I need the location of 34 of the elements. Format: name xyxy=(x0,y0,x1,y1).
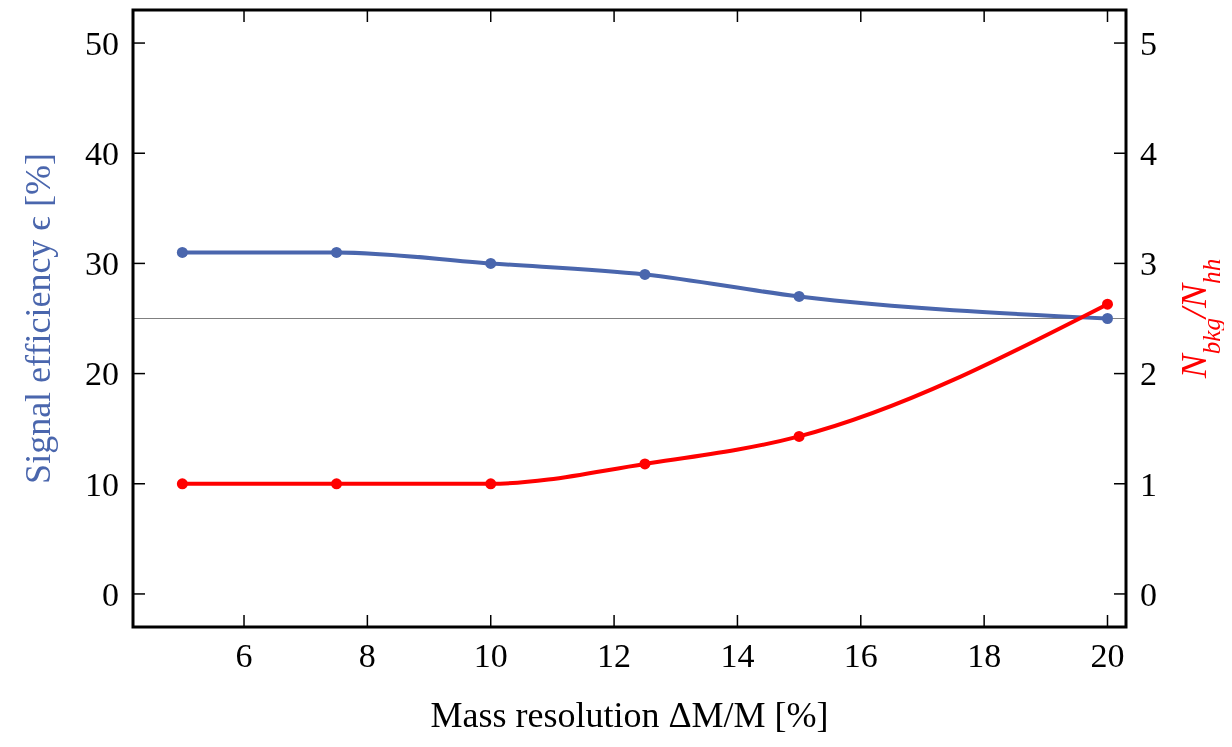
point xyxy=(485,478,497,490)
y2-tick-label: 0 xyxy=(1140,575,1157,613)
point xyxy=(793,290,805,302)
x-tick-label: 6 xyxy=(235,637,253,674)
y2-tick-label: 2 xyxy=(1140,355,1157,393)
x-tick-label: 20 xyxy=(1090,637,1125,674)
point xyxy=(331,478,343,490)
point xyxy=(1102,298,1113,310)
y2-tick-label: 4 xyxy=(1140,135,1157,173)
y2-tick-label: 1 xyxy=(1140,465,1157,503)
y-tick-label: 30 xyxy=(85,245,119,283)
x-tick-label: 10 xyxy=(473,637,508,674)
y2-tick-label: 5 xyxy=(1140,24,1157,62)
point xyxy=(1102,313,1113,324)
point xyxy=(639,268,651,280)
point xyxy=(485,257,497,269)
point xyxy=(793,430,805,442)
y-tick-label: 40 xyxy=(85,135,119,173)
y-tick-label: 20 xyxy=(85,355,119,393)
point xyxy=(639,458,651,470)
y-tick-label: 10 xyxy=(85,465,119,503)
y-axis-title: Signal efficiency ϵ [%] xyxy=(18,153,58,484)
y2-tick-label: 3 xyxy=(1140,245,1157,283)
y-tick-label: 0 xyxy=(102,575,119,613)
x-tick-label: 16 xyxy=(843,637,878,674)
x-tick-label: 8 xyxy=(358,637,376,674)
x-tick-label: 14 xyxy=(720,637,755,674)
point xyxy=(331,246,343,258)
point xyxy=(176,478,188,490)
x-tick-label: 12 xyxy=(597,637,632,674)
x-axis-title: Mass resolution ΔM/M [%] xyxy=(430,695,829,735)
x-tick-label: 18 xyxy=(967,637,1002,674)
point xyxy=(176,246,188,258)
y-tick-label: 50 xyxy=(85,24,119,62)
